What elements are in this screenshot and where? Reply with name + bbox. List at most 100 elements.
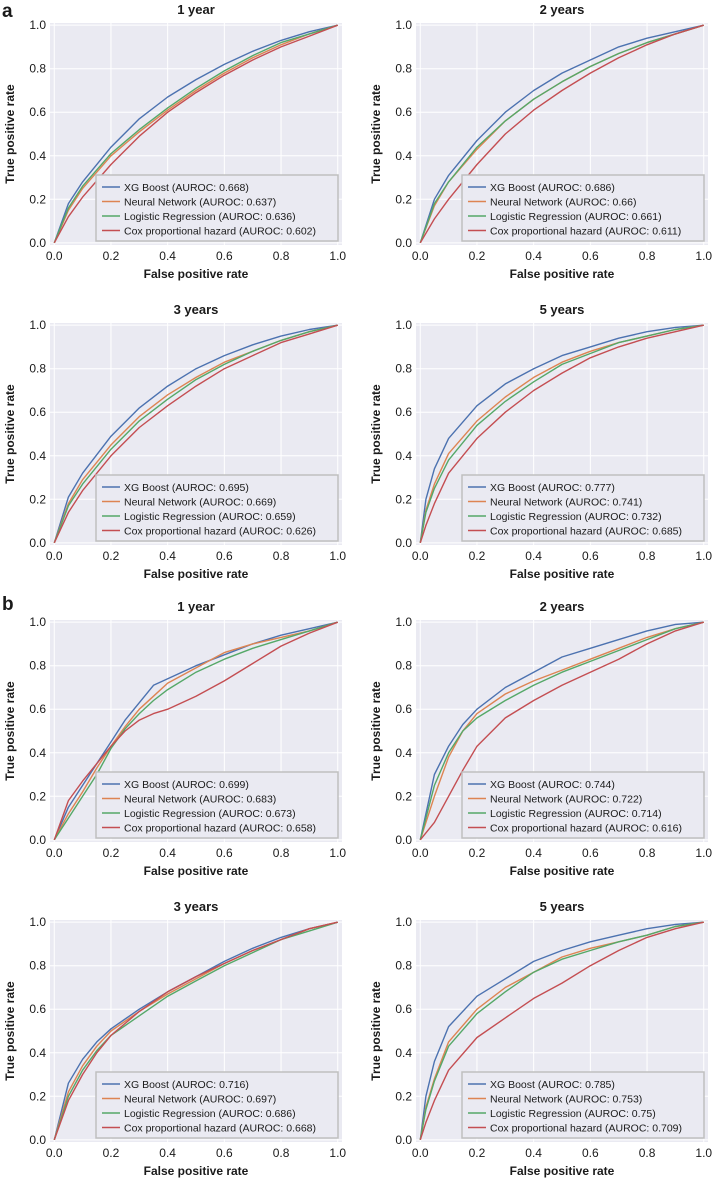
x-tick-label: 0.2 [103,249,120,263]
legend-entry: XG Boost (AUROC: 0.686) [490,182,615,194]
series-line-xg-boost [419,324,704,543]
y-tick-label: 0.2 [29,192,46,206]
y-tick-label: 0.6 [395,1002,412,1016]
x-tick-label: 0.6 [582,1146,599,1160]
x-tick-label: 1.0 [329,846,346,860]
y-tick-label: 0.0 [29,236,46,250]
y-tick-label: 0.0 [395,1133,412,1147]
x-axis-label: False positive rate [144,267,249,281]
x-tick-label: 0.4 [159,549,176,563]
chart-title: 3 years [174,302,219,317]
x-tick-label: 0.0 [412,1146,429,1160]
legend: XG Boost (AUROC: 0.695) Neural Network (A… [95,474,339,542]
legend-entry: Cox proportional hazard (AUROC: 0.616) [490,823,682,835]
x-tick-label: 0.8 [639,1146,656,1160]
y-tick-label: 1.0 [395,915,412,929]
x-axis-label: False positive rate [510,1164,615,1178]
series-line-logistic-regression [419,324,704,543]
series-line-xg-boost [419,621,704,840]
x-axis-label: False positive rate [510,567,615,581]
legend-entry: Cox proportional hazard (AUROC: 0.611) [490,226,681,238]
legend-entry: Cox proportional hazard (AUROC: 0.626) [124,526,316,538]
legend-entry: Cox proportional hazard (AUROC: 0.658) [124,823,316,835]
legend-box [95,474,339,542]
y-tick-label: 1.0 [29,615,46,629]
y-tick-label: 0.4 [395,1046,412,1060]
x-tick-label: 0.0 [46,249,63,263]
series-line-logistic-regression [419,621,704,840]
x-tick-label: 0.2 [103,846,120,860]
legend: XG Boost (AUROC: 0.785) Neural Network (A… [461,1071,705,1139]
legend-box [461,474,705,542]
series-line-cox-proportional-hazard [419,621,704,841]
x-tick-label: 0.4 [525,249,542,263]
y-tick-label: 0.8 [29,659,46,673]
y-tick-label: 0.0 [395,833,412,847]
panel-label-b: b [2,594,14,615]
x-tick-label: 0.2 [469,1146,486,1160]
legend-entry: Cox proportional hazard (AUROC: 0.709) [490,1123,682,1135]
panel-label-a: a [2,1,13,22]
y-tick-label: 1.0 [29,915,46,929]
y-tick-label: 0.8 [395,659,412,673]
y-tick-label: 0.8 [29,959,46,973]
series-line-logistic-regression [53,621,338,841]
y-tick-label: 0.2 [395,1089,412,1103]
chart-title: 1 year [177,2,215,17]
series-line-cox-proportional-hazard [53,324,338,544]
legend-entry: Logistic Regression (AUROC: 0.673) [124,808,296,820]
legend-entry: Neural Network (AUROC: 0.741) [490,497,642,509]
y-tick-label: 0.4 [29,1046,46,1060]
y-tick-label: 0.2 [395,789,412,803]
legend-entry: Cox proportional hazard (AUROC: 0.668) [124,1123,316,1135]
roc-chart-b-3: 0.0 0.2 0.4 0.6 0.8 1.0 0.0 0.2 0.4 0.6 0.8 1.0 3 ye… [3,899,346,1178]
legend-entry: Neural Network (AUROC: 0.669) [124,497,276,509]
roc-chart-a-3: 0.0 0.2 0.4 0.6 0.8 1.0 0.0 0.2 0.4 0.6 0.8 1.0 3 ye… [3,302,346,581]
y-axis-label: True positive rate [369,981,383,1081]
y-tick-label: 0.0 [395,236,412,250]
legend: XG Boost (AUROC: 0.686) Neural Network (A… [461,174,705,242]
y-tick-label: 0.2 [395,492,412,506]
y-tick-label: 0.2 [29,789,46,803]
series-line-neural-network [53,621,338,841]
chart-title: 2 years [540,2,585,17]
x-tick-label: 1.0 [329,549,346,563]
series-line-xg-boost [53,324,338,544]
y-tick-label: 0.4 [29,746,46,760]
roc-chart-a-4: 0.0 0.2 0.4 0.6 0.8 1.0 0.0 0.2 0.4 0.6 0.8 1.0 5 ye… [369,302,712,581]
x-axis-label: False positive rate [510,267,615,281]
legend: XG Boost (AUROC: 0.699) Neural Network (A… [95,771,339,839]
legend-entry: XG Boost (AUROC: 0.695) [124,482,249,494]
y-tick-label: 0.8 [395,959,412,973]
series-line-logistic-regression [53,24,338,244]
y-axis-label: True positive rate [369,384,383,484]
y-tick-label: 0.2 [29,1089,46,1103]
x-tick-label: 1.0 [695,846,712,860]
x-tick-label: 1.0 [695,1146,712,1160]
x-tick-label: 0.8 [273,249,290,263]
y-axis-label: True positive rate [369,681,383,781]
x-tick-label: 1.0 [695,549,712,563]
chart-title: 2 years [540,599,585,614]
x-tick-label: 0.2 [103,549,120,563]
x-tick-label: 0.0 [46,846,63,860]
chart-title: 5 years [540,302,585,317]
y-tick-label: 0.6 [395,702,412,716]
series-line-xg-boost [419,24,704,244]
x-tick-label: 0.8 [639,846,656,860]
x-tick-label: 0.2 [469,249,486,263]
x-tick-label: 0.4 [525,1146,542,1160]
series-line-neural-network [53,24,338,244]
y-axis-label: True positive rate [3,84,17,184]
y-tick-label: 0.0 [29,1133,46,1147]
y-tick-label: 0.8 [395,362,412,376]
x-axis-label: False positive rate [144,864,249,878]
x-tick-label: 0.4 [159,249,176,263]
x-tick-label: 0.8 [639,249,656,263]
y-tick-label: 1.0 [395,18,412,32]
chart-title: 5 years [540,899,585,914]
roc-chart-a-1: 0.0 0.2 0.4 0.6 0.8 1.0 0.0 0.2 0.4 0.6 0.8 1.0 1 ye… [3,2,346,281]
y-tick-label: 0.6 [29,702,46,716]
legend-entry: Neural Network (AUROC: 0.753) [490,1094,642,1106]
